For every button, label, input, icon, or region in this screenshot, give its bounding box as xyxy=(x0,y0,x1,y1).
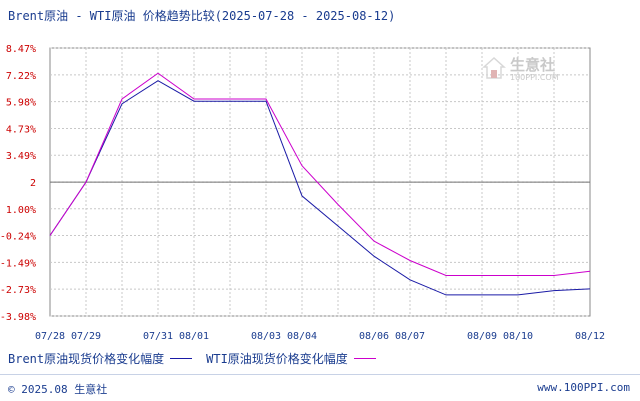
footer-url-link[interactable]: www.100PPI.com xyxy=(537,381,630,394)
x-tick-label: 08/10 xyxy=(503,331,533,342)
legend-swatch-wti xyxy=(353,358,376,359)
y-tick-label: 3.49% xyxy=(6,151,36,162)
x-tick-label: 07/31 xyxy=(143,331,173,342)
y-tick-label: 5.98% xyxy=(6,98,36,109)
legend-label-brent: Brent原油现货价格变化幅度 xyxy=(8,352,165,366)
chart-legend: Brent原油现货价格变化幅度 WTI原油现货价格变化幅度 xyxy=(8,350,390,367)
x-tick-label: 08/03 xyxy=(251,331,281,342)
legend-label-wti: WTI原油现货价格变化幅度 xyxy=(206,352,348,366)
legend-item-brent: Brent原油现货价格变化幅度 xyxy=(8,350,193,367)
footer: © 2025.08 生意社 www.100PPI.com xyxy=(0,374,640,401)
y-tick-label: -1.49% xyxy=(0,258,36,269)
x-tick-label: 08/07 xyxy=(395,331,425,342)
y-tick-label: -2.73% xyxy=(0,285,36,296)
legend-swatch-brent xyxy=(170,358,193,359)
legend-item-wti: WTI原油现货价格变化幅度 xyxy=(206,350,376,367)
x-tick-label: 08/01 xyxy=(179,331,209,342)
watermark: 生意社 100PPI.COM xyxy=(482,54,578,90)
y-tick-label: -0.24% xyxy=(0,231,36,242)
y-tick-label: 1.00% xyxy=(6,205,36,216)
x-tick-label: 07/29 xyxy=(71,331,101,342)
footer-copyright: © 2025.08 生意社 xyxy=(8,383,108,396)
y-tick-label: 7.22% xyxy=(6,71,36,82)
x-tick-label: 08/04 xyxy=(287,331,317,342)
x-tick-label: 08/09 xyxy=(467,331,497,342)
series-line-wti xyxy=(49,72,591,276)
x-tick-label: 07/28 xyxy=(35,331,65,342)
x-tick-label: 08/12 xyxy=(575,331,605,342)
y-tick-label: 8.47% xyxy=(6,44,36,55)
x-tick-label: 08/06 xyxy=(359,331,389,342)
chart-title: Brent原油 - WTI原油 价格趋势比较(2025-07-28 - 2025… xyxy=(8,9,396,23)
y-tick-label: 4.73% xyxy=(6,125,36,136)
y-tick-label: 2 xyxy=(30,178,36,189)
watermark-name: 生意社 xyxy=(510,56,556,74)
watermark-site: 100PPI.COM xyxy=(510,73,559,82)
series-line-brent xyxy=(49,80,591,296)
house-logo-icon xyxy=(482,56,506,79)
y-tick-label: -3.98% xyxy=(0,312,36,323)
